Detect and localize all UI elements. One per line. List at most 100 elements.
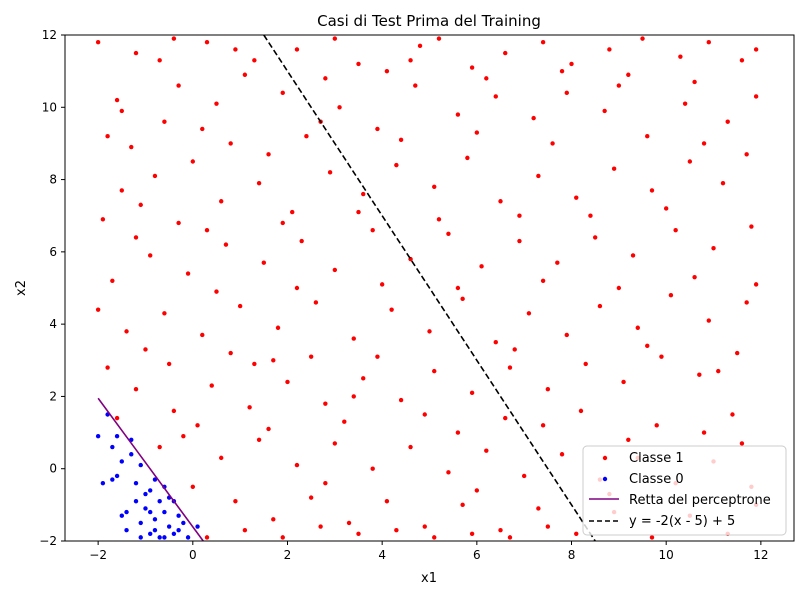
- point-series-0-19: [469, 65, 475, 70]
- x-tick-label: −2: [89, 548, 107, 562]
- point-series-0-193: [176, 83, 181, 88]
- point-series-0-58: [536, 173, 541, 179]
- point-series-0-127: [484, 448, 489, 453]
- point-series-0-42: [228, 141, 233, 146]
- point-series-0-84: [162, 311, 167, 316]
- point-series-0-140: [422, 524, 427, 529]
- point-series-0-50: [256, 180, 262, 186]
- point-series-0-90: [389, 307, 394, 312]
- point-series-0-20: [503, 50, 508, 56]
- legend-box: [582, 445, 787, 536]
- point-series-0-211: [266, 426, 271, 432]
- point-series-0-175: [716, 368, 721, 374]
- point-series-0-136: [271, 517, 276, 522]
- point-series-1-30: [110, 477, 115, 482]
- point-series-0-77: [261, 260, 267, 265]
- point-series-1-13: [148, 531, 153, 536]
- point-series-0-180: [474, 130, 480, 135]
- point-series-0-158: [507, 535, 513, 540]
- point-series-0-39: [337, 105, 342, 110]
- point-series-0-18: [436, 36, 442, 41]
- point-series-0-60: [611, 166, 617, 171]
- point-series-0-38: [375, 126, 380, 132]
- point-series-0-35: [493, 94, 498, 99]
- point-series-1-3: [110, 444, 115, 450]
- y-tick-label: −2: [39, 534, 57, 548]
- target-line: [263, 35, 596, 541]
- point-series-0-107: [507, 365, 513, 370]
- point-series-0-141: [460, 502, 465, 508]
- point-series-0-61: [649, 188, 655, 193]
- point-series-0-113: [285, 379, 290, 385]
- y-tick-label: 0: [49, 462, 57, 476]
- point-series-0-179: [398, 137, 404, 143]
- point-series-0-196: [408, 58, 413, 63]
- point-series-1-34: [124, 509, 129, 515]
- point-series-0-79: [185, 271, 191, 276]
- point-series-0-166: [503, 415, 508, 421]
- point-series-0-203: [294, 285, 300, 291]
- point-series-0-160: [195, 423, 200, 428]
- point-series-0-210: [114, 415, 120, 421]
- point-series-0-184: [744, 152, 749, 157]
- point-series-1-17: [157, 499, 162, 504]
- point-series-0-114: [247, 405, 252, 410]
- legend-marker-classe-1: [602, 455, 608, 461]
- point-series-0-98: [668, 293, 674, 298]
- point-series-0-222: [166, 361, 172, 367]
- point-series-0-202: [214, 289, 219, 294]
- point-series-0-6: [233, 47, 238, 52]
- point-series-0-1: [114, 97, 120, 103]
- point-series-0-206: [540, 278, 546, 283]
- point-series-0-128: [521, 473, 527, 479]
- point-series-0-13: [294, 47, 300, 52]
- point-series-1-11: [138, 462, 143, 468]
- point-series-0-194: [252, 58, 257, 63]
- point-series-1-14: [148, 488, 153, 493]
- point-series-0-49: [219, 199, 224, 204]
- point-series-0-106: [545, 387, 551, 392]
- point-series-0-111: [361, 376, 366, 381]
- y-tick-label: 10: [42, 100, 57, 114]
- point-series-0-190: [280, 220, 285, 226]
- point-series-0-213: [455, 430, 461, 435]
- point-series-0-14: [332, 36, 338, 41]
- point-series-0-156: [432, 535, 437, 540]
- point-series-0-93: [493, 340, 498, 345]
- point-series-1-7: [129, 452, 134, 457]
- point-series-1-21: [166, 524, 172, 529]
- point-series-0-34: [531, 115, 536, 121]
- point-series-0-40: [304, 134, 309, 139]
- point-series-0-47: [133, 235, 139, 240]
- point-series-0-3: [157, 58, 162, 63]
- point-series-0-135: [233, 499, 238, 504]
- point-series-0-24: [640, 36, 645, 41]
- point-series-0-192: [138, 202, 143, 208]
- point-series-0-154: [356, 531, 361, 536]
- perceptron-line: [97, 397, 204, 541]
- point-series-0-191: [204, 227, 210, 233]
- point-series-0-139: [384, 499, 390, 504]
- point-series-0-64: [749, 224, 754, 229]
- point-series-0-44: [152, 173, 158, 179]
- point-series-0-11: [242, 72, 248, 77]
- point-series-0-124: [370, 466, 375, 471]
- point-series-0-52: [327, 170, 333, 175]
- point-series-0-164: [342, 419, 347, 424]
- point-series-0-170: [143, 347, 148, 352]
- point-series-1-24: [176, 513, 181, 518]
- point-series-0-100: [744, 300, 749, 305]
- point-series-0-71: [479, 264, 484, 269]
- point-series-0-94: [526, 311, 532, 316]
- point-series-1-5: [119, 513, 125, 518]
- point-series-1-1: [100, 480, 106, 486]
- point-series-0-221: [739, 441, 745, 446]
- point-series-0-125: [408, 444, 413, 450]
- plot-frame: [64, 34, 795, 542]
- point-series-0-199: [626, 72, 631, 77]
- point-series-0-169: [730, 412, 735, 417]
- point-series-0-152: [280, 535, 285, 540]
- point-series-0-88: [313, 300, 319, 305]
- point-series-0-171: [228, 350, 233, 356]
